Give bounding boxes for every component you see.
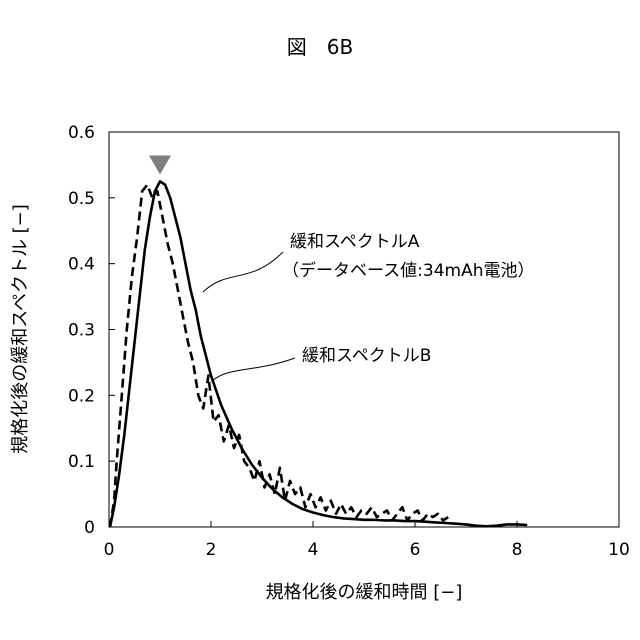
- y-ticks: 0 0.1 0.2 0.3 0.4 0.5 0.6: [68, 123, 115, 538]
- annotation-b: 緩和スペクトルB: [212, 346, 431, 381]
- y-tick-label: 0.2: [68, 386, 95, 406]
- x-tick-label: 0: [104, 540, 115, 560]
- y-tick-label: 0.5: [68, 189, 95, 209]
- y-tick-label: 0.6: [68, 123, 95, 143]
- series-a-sublabel: （データベース値:34mAh電池）: [282, 260, 534, 281]
- leader-line-a: [203, 252, 283, 292]
- y-axis-title: 規格化後の緩和スペクトル [−]: [10, 204, 31, 454]
- annotation-a: 緩和スペクトルA （データベース値:34mAh電池）: [203, 232, 534, 292]
- y-tick-label: 0.4: [68, 255, 95, 275]
- y-tick-label: 0.3: [68, 321, 95, 341]
- y-tick-label: 0.1: [68, 452, 95, 472]
- peak-triangle-marker: [149, 156, 171, 175]
- x-tick-label: 2: [206, 540, 217, 560]
- series-b-label: 緩和スペクトルB: [302, 346, 431, 366]
- x-tick-label: 10: [608, 540, 630, 560]
- leader-line-b: [212, 358, 295, 381]
- x-tick-label: 4: [308, 540, 319, 560]
- series-a-label: 緩和スペクトルA: [290, 232, 420, 252]
- y-tick-label: 0: [84, 518, 95, 538]
- figure-title: 図 6B: [287, 35, 353, 59]
- x-axis-title: 規格化後の緩和時間 [−]: [266, 582, 463, 603]
- x-tick-label: 6: [410, 540, 421, 560]
- x-tick-label: 8: [512, 540, 523, 560]
